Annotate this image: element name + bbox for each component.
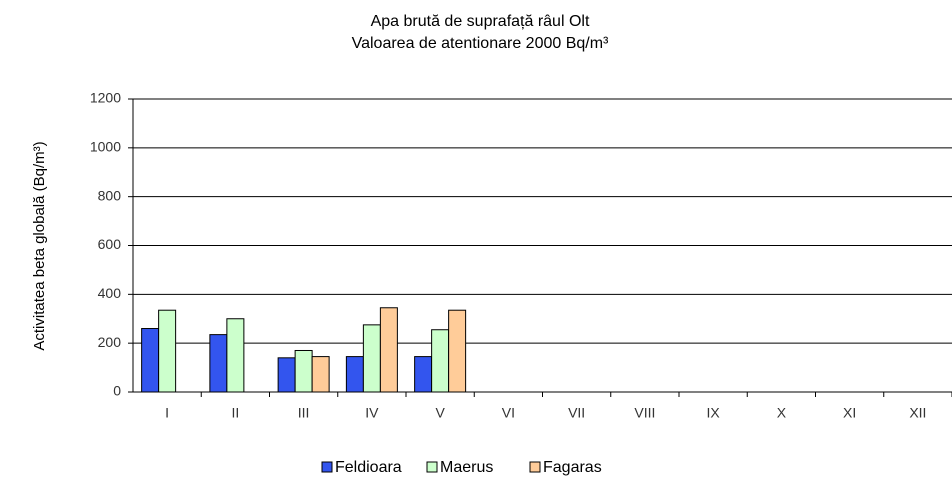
y-tick-label: 400 — [98, 285, 122, 301]
bar — [158, 309, 177, 393]
chart-title: Apa brută de suprafață râul Olt — [371, 13, 590, 30]
bar — [448, 309, 467, 393]
y-tick-label: 1000 — [90, 139, 121, 155]
x-tick-label: X — [777, 405, 787, 421]
legend-label: Maerus — [440, 459, 493, 476]
bar — [294, 349, 313, 393]
bar — [311, 356, 330, 393]
chart-subtitle: Valoarea de atentionare 2000 Bq/m³ — [352, 35, 609, 52]
y-axis-label: Activitatea beta globală (Bq/m³) — [31, 141, 48, 350]
bar — [345, 356, 364, 393]
x-tick-label: I — [165, 405, 169, 421]
bar — [226, 318, 245, 393]
y-tick-label: 200 — [98, 334, 122, 350]
y-tick-label: 1200 — [90, 90, 121, 106]
legend-swatch — [321, 461, 333, 473]
x-tick-label: XII — [909, 405, 926, 421]
x-tick-label: IX — [707, 405, 721, 421]
y-tick-label: 600 — [98, 236, 122, 252]
bar — [362, 324, 381, 393]
bar — [414, 356, 433, 393]
legend-swatch — [529, 461, 541, 473]
x-tick-label: XI — [843, 405, 856, 421]
x-tick-label: VI — [502, 405, 515, 421]
bar — [209, 334, 228, 393]
legend-label: Feldioara — [335, 459, 402, 476]
x-tick-label: IV — [365, 405, 379, 421]
y-tick-label: 0 — [113, 383, 121, 399]
x-tick-label: VIII — [634, 405, 655, 421]
bar — [431, 329, 450, 393]
legend-swatch — [426, 461, 438, 473]
legend-label: Fagaras — [543, 459, 602, 476]
x-tick-label: V — [435, 405, 445, 421]
bar — [141, 328, 160, 393]
x-tick-label: II — [231, 405, 239, 421]
y-tick-label: 800 — [98, 187, 122, 203]
bar — [277, 357, 296, 393]
x-tick-label: VII — [568, 405, 585, 421]
bar — [379, 307, 398, 393]
x-tick-label: III — [298, 405, 310, 421]
